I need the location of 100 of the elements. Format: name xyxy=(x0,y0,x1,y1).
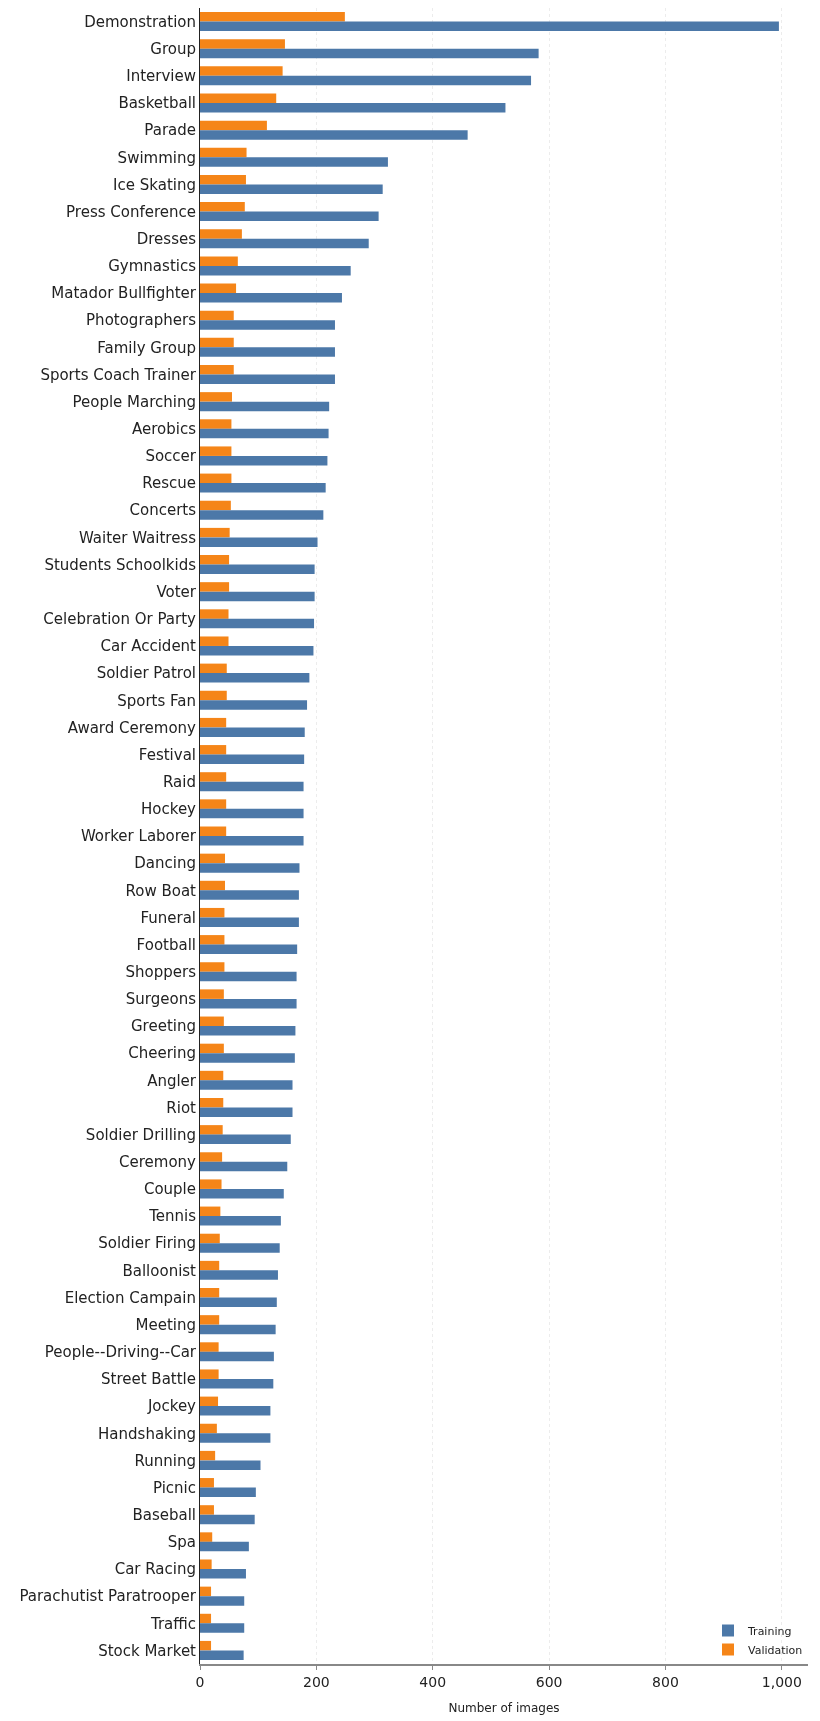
x-tick-label: 1,000 xyxy=(761,1673,802,1690)
bar xyxy=(200,1342,219,1352)
bar xyxy=(200,147,247,158)
bar xyxy=(200,1640,212,1651)
bar xyxy=(200,1297,277,1308)
bar xyxy=(200,636,229,646)
bar xyxy=(200,21,779,32)
bar xyxy=(200,1505,214,1515)
y-tick-label: Gymnastics xyxy=(108,257,197,276)
bar xyxy=(200,880,226,891)
bar xyxy=(200,1650,244,1660)
bar xyxy=(200,283,237,294)
bar xyxy=(200,781,304,792)
bar xyxy=(200,1016,224,1027)
bar xyxy=(200,238,369,249)
y-tick-label: Aerobics xyxy=(132,420,197,439)
bar xyxy=(200,473,232,484)
bar xyxy=(200,93,277,104)
y-tick-label: Dancing xyxy=(134,854,196,873)
legend-label: Validation xyxy=(748,1643,803,1657)
bar xyxy=(200,392,232,402)
bar xyxy=(200,700,308,710)
bar xyxy=(200,591,315,602)
x-tick-label: 400 xyxy=(419,1673,447,1690)
bar xyxy=(200,1378,274,1389)
y-tick-label: Matador Bullfighter xyxy=(51,284,197,303)
bar xyxy=(200,103,506,113)
y-tick-label: Stock Market xyxy=(98,1641,197,1660)
bar xyxy=(200,401,330,412)
bar xyxy=(200,917,299,927)
bar xyxy=(200,799,227,809)
y-tick-label: Voter xyxy=(156,582,197,601)
bar xyxy=(200,347,335,357)
bar xyxy=(200,1179,222,1189)
bar xyxy=(200,754,305,765)
y-tick-label: Dresses xyxy=(136,230,197,248)
y-tick-label: Hockey xyxy=(141,800,197,819)
bar xyxy=(200,853,226,864)
bar xyxy=(200,1288,220,1298)
bar xyxy=(200,1188,284,1199)
bar xyxy=(200,1450,216,1461)
x-axis-title: Number of images xyxy=(448,1700,560,1715)
y-tick-label: Sports Fan xyxy=(117,691,196,710)
bar xyxy=(200,510,324,520)
bar xyxy=(200,1559,212,1569)
y-tick-label: Interview xyxy=(126,67,196,86)
bar xyxy=(200,1260,220,1271)
y-tick-label: Street Battle xyxy=(101,1370,196,1389)
bar xyxy=(200,527,230,538)
y-tick-label: Meeting xyxy=(135,1315,196,1334)
bar xyxy=(200,174,246,185)
bar xyxy=(200,727,305,737)
bar xyxy=(200,890,299,900)
bar xyxy=(200,836,304,846)
bar xyxy=(200,673,310,683)
y-tick-label: Car Racing xyxy=(114,1560,196,1579)
bar xyxy=(200,1315,220,1325)
bar xyxy=(200,320,335,330)
bar xyxy=(200,364,234,375)
bar xyxy=(200,12,345,22)
x-tick-label: 800 xyxy=(652,1673,679,1690)
bar xyxy=(200,75,532,86)
y-tick-label: Shoppers xyxy=(125,962,197,981)
y-tick-label: Traffic xyxy=(149,1614,196,1633)
y-tick-label: Riot xyxy=(166,1098,197,1117)
y-tick-label: Soldier Patrol xyxy=(96,664,196,683)
y-tick-label: Basketball xyxy=(118,94,196,113)
y-tick-label: Surgeons xyxy=(125,990,197,1009)
bar xyxy=(200,1070,224,1081)
y-tick-label: Tennis xyxy=(148,1207,197,1226)
y-tick-label: Festival xyxy=(138,745,196,764)
bar xyxy=(200,1406,271,1416)
bar xyxy=(200,256,238,266)
bar xyxy=(200,1460,261,1470)
bar xyxy=(200,293,342,303)
bar xyxy=(200,717,227,728)
bar xyxy=(200,1324,276,1335)
y-tick-label: Picnic xyxy=(152,1478,196,1497)
bar xyxy=(200,1233,220,1244)
y-tick-label: Group xyxy=(150,39,196,58)
bar xyxy=(200,455,328,466)
bar xyxy=(200,645,314,656)
bar xyxy=(200,1053,295,1063)
bar xyxy=(200,1541,249,1552)
bar xyxy=(200,1097,224,1108)
y-tick-label: Family Group xyxy=(97,338,196,357)
y-tick-label: Car Accident xyxy=(100,637,197,656)
bar xyxy=(200,663,227,674)
bar xyxy=(200,229,242,239)
bar xyxy=(200,66,283,76)
bar xyxy=(200,337,234,348)
bar xyxy=(200,1596,245,1606)
bar xyxy=(200,863,300,873)
bar xyxy=(200,1206,221,1217)
bar xyxy=(200,500,231,511)
y-tick-label: Baseball xyxy=(132,1505,196,1524)
bar xyxy=(200,1026,296,1036)
bar xyxy=(200,48,539,59)
bar xyxy=(200,1125,223,1135)
bar xyxy=(200,1107,293,1117)
